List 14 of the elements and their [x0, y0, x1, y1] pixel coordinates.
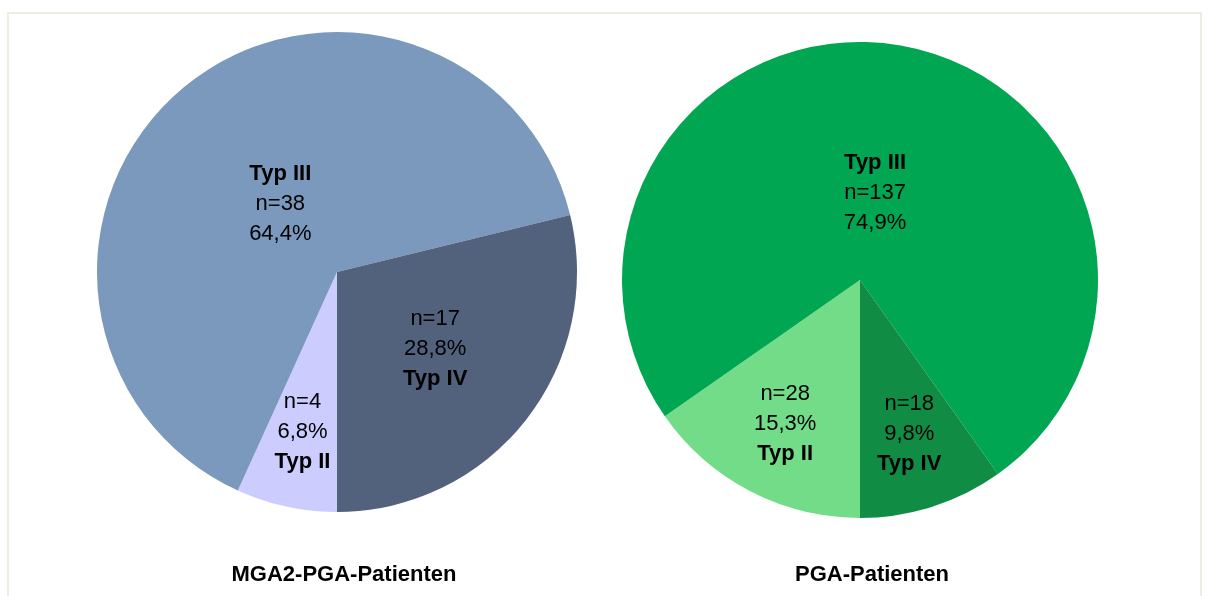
slice-label: Typ II: [274, 447, 331, 473]
slice-label: Typ IV: [877, 450, 942, 476]
data-label: n=137 74,9%: [843, 179, 907, 235]
data-label: n=38 64,4%: [249, 189, 312, 245]
data-label: n=28 15,3%: [753, 379, 817, 435]
text: MGA2-PGA-Patienten: [231, 561, 457, 587]
slice-label: Typ IV: [402, 365, 468, 391]
slice-label: Typ III: [844, 149, 907, 175]
slice-label: Typ II: [757, 439, 814, 465]
data-label: n=17 28,8%: [403, 305, 467, 361]
text: PGA-Patienten: [794, 561, 950, 587]
data-label: n=4 6,8%: [277, 387, 328, 443]
slice-label: Typ III: [249, 159, 312, 185]
data-label: n=18 9,8%: [884, 390, 935, 446]
